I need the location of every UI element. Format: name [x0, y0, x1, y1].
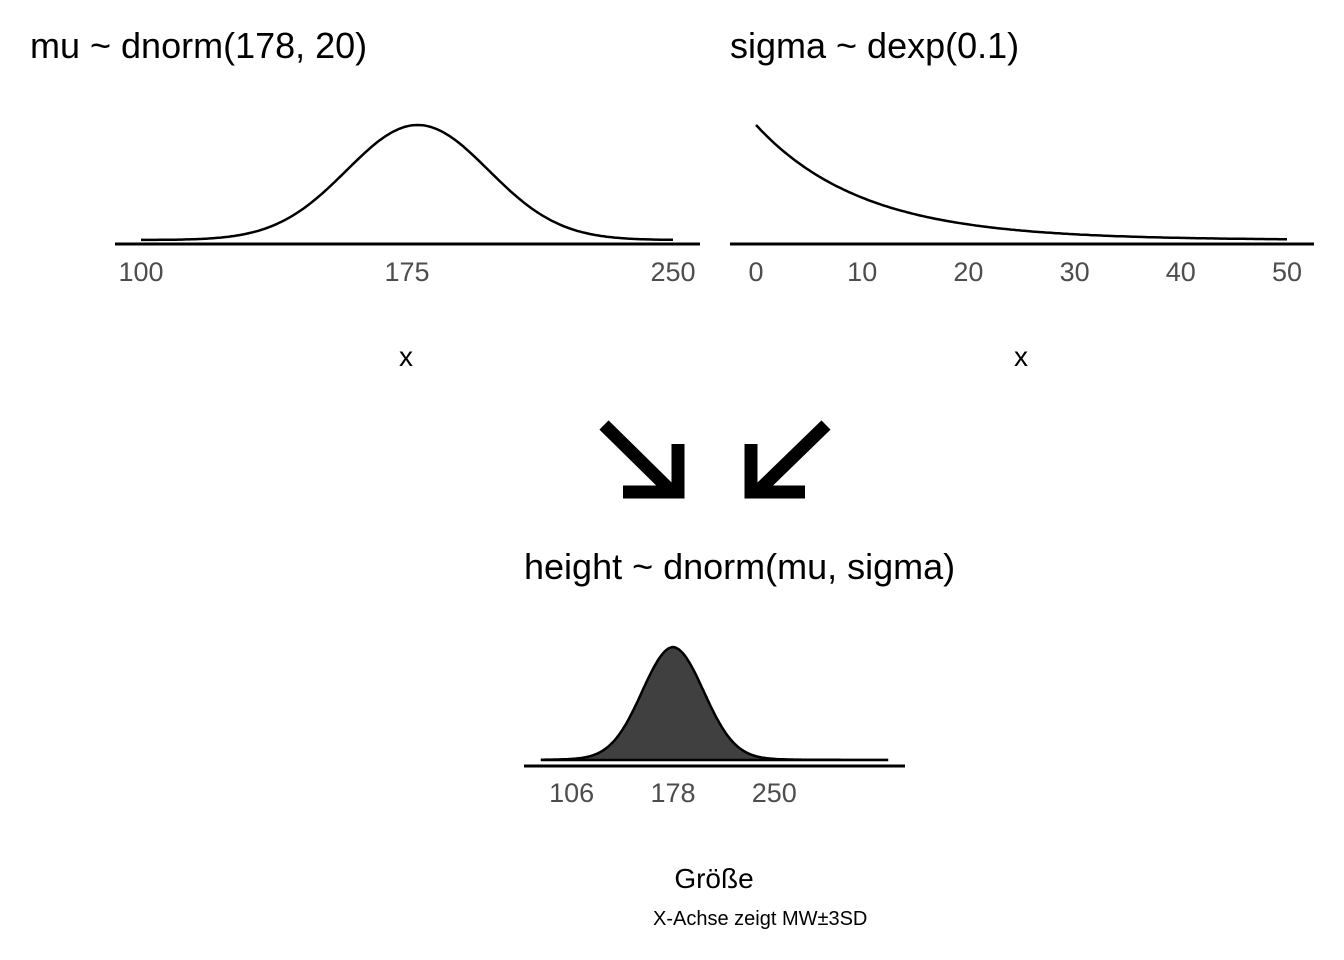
mu-x-tick-label: 100 [118, 257, 163, 287]
mu-density-line [141, 123, 673, 242]
sigma-prior-title: sigma ~ dexp(0.1) [730, 25, 1019, 66]
height-x-tick-label: 250 [752, 778, 797, 808]
height-x-tick-labels: 106 178 250 [549, 778, 797, 808]
height-x-tick-label: 106 [549, 778, 594, 808]
mu-x-axis-title: x [399, 341, 413, 372]
sigma-x-tick-label: 10 [847, 257, 877, 287]
arrow-down-right-icon [599, 420, 685, 499]
mu-x-tick-labels: 100 175 250 [118, 257, 695, 287]
height-x-tick-label: 178 [650, 778, 695, 808]
height-prior-panel: height ~ dnorm(mu, sigma) 106 178 250 Größ… [524, 546, 955, 930]
mu-prior-panel: mu ~ dnorm(178, 20) 100 175 250 x [30, 25, 700, 372]
arrow-down-left-icon [744, 420, 831, 499]
height-caption: X-Achse zeigt MW±3SD [653, 908, 867, 930]
sigma-prior-panel: sigma ~ dexp(0.1) 0 10 20 30 40 50 x [730, 25, 1314, 372]
sigma-density-line [755, 124, 1287, 241]
mu-x-tick-label: 250 [650, 257, 695, 287]
sigma-x-tick-label: 30 [1060, 257, 1090, 287]
height-density-area [540, 645, 889, 762]
mu-prior-title: mu ~ dnorm(178, 20) [30, 25, 367, 66]
sigma-x-tick-label: 40 [1166, 257, 1196, 287]
sigma-x-axis-title: x [1014, 341, 1028, 372]
height-x-axis-title: Größe [674, 863, 753, 894]
mu-x-tick-label: 175 [384, 257, 429, 287]
height-prior-title: height ~ dnorm(mu, sigma) [524, 546, 955, 587]
sigma-x-tick-label: 20 [953, 257, 983, 287]
sigma-x-tick-labels: 0 10 20 30 40 50 [748, 257, 1302, 287]
sigma-x-tick-label: 0 [748, 257, 763, 287]
sigma-x-tick-label: 50 [1272, 257, 1302, 287]
